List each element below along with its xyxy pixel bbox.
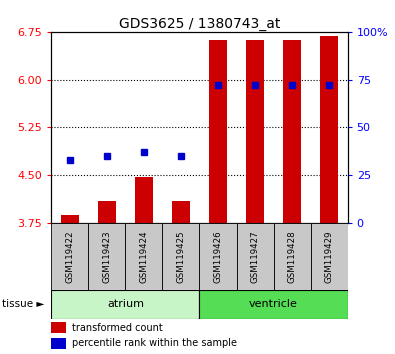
Text: GSM119422: GSM119422 <box>65 230 74 283</box>
Bar <box>274 223 310 290</box>
Bar <box>172 201 190 223</box>
Text: transformed count: transformed count <box>72 322 163 332</box>
Bar <box>51 223 88 290</box>
Bar <box>209 40 227 223</box>
Text: GSM119427: GSM119427 <box>250 230 260 283</box>
Bar <box>51 290 199 319</box>
Bar <box>88 223 126 290</box>
Bar <box>126 223 162 290</box>
Text: tissue ►: tissue ► <box>2 299 44 309</box>
Text: GSM119429: GSM119429 <box>325 230 334 283</box>
Bar <box>51 322 66 333</box>
Text: percentile rank within the sample: percentile rank within the sample <box>72 338 237 348</box>
Bar <box>135 177 153 223</box>
Text: ventricle: ventricle <box>249 299 298 309</box>
Title: GDS3625 / 1380743_at: GDS3625 / 1380743_at <box>119 17 280 31</box>
Bar <box>237 223 274 290</box>
Text: GSM119423: GSM119423 <box>102 230 111 283</box>
Bar <box>199 223 237 290</box>
Text: GSM119424: GSM119424 <box>139 230 149 283</box>
Bar <box>246 40 264 223</box>
Bar <box>51 338 66 349</box>
Bar <box>320 36 339 223</box>
Text: GSM119425: GSM119425 <box>177 230 186 283</box>
Bar <box>283 40 301 223</box>
Bar <box>310 223 348 290</box>
Text: GSM119428: GSM119428 <box>288 230 297 283</box>
Bar <box>162 223 199 290</box>
Bar <box>199 290 348 319</box>
Text: GSM119426: GSM119426 <box>213 230 222 283</box>
Text: atrium: atrium <box>107 299 144 309</box>
Bar <box>98 201 116 223</box>
Bar <box>60 215 79 223</box>
